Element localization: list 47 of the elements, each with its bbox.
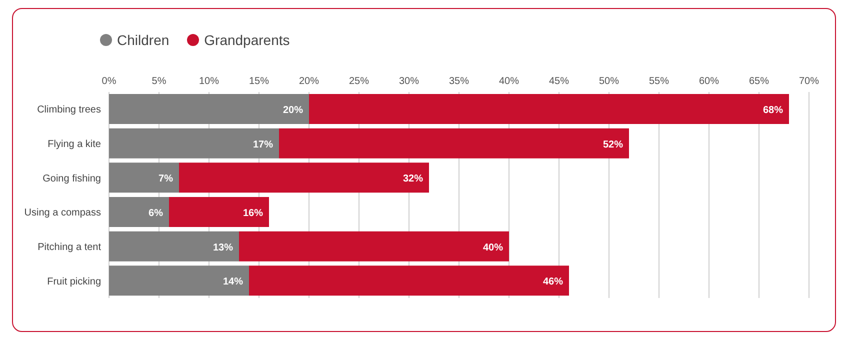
x-tick-label: 30% — [398, 76, 420, 87]
x-tick-label: 25% — [348, 76, 370, 87]
bar — [109, 128, 279, 158]
bar — [109, 266, 249, 296]
bar — [109, 162, 179, 193]
x-tick-label: 60% — [698, 76, 720, 87]
y-tick-label: Using a compass — [24, 208, 101, 219]
x-tick-label: 50% — [598, 76, 620, 87]
x-tick-label: 35% — [448, 76, 470, 87]
y-tick-label: Flying a kite — [48, 139, 102, 150]
data-label: 14% — [222, 276, 244, 288]
total-label: 32% — [402, 174, 424, 185]
data-label: 13% — [212, 242, 234, 254]
legend-label: Children — [117, 32, 170, 48]
x-tick-label: 45% — [548, 76, 570, 87]
x-tick-label: 10% — [198, 76, 220, 87]
total-label: 16% — [242, 208, 264, 219]
bar — [169, 197, 269, 227]
y-tick-label: Going fishing — [42, 173, 101, 184]
bar — [249, 266, 569, 296]
bar — [239, 231, 509, 262]
data-label: 7% — [158, 174, 174, 185]
y-tick-label: Climbing trees — [37, 104, 101, 116]
data-label: 20% — [282, 105, 304, 116]
x-tick-label: 40% — [498, 76, 520, 87]
y-tick-label: Pitching a tent — [38, 242, 102, 254]
x-tick-label: 65% — [748, 76, 770, 87]
bar — [309, 94, 789, 124]
x-tick-label: 70% — [798, 76, 820, 87]
x-tick-label: 20% — [298, 76, 320, 87]
legend-label: Grandparents — [204, 32, 290, 48]
data-label: 6% — [148, 208, 164, 219]
total-label: 68% — [762, 105, 784, 116]
bar — [109, 197, 169, 227]
bar — [109, 231, 239, 262]
bar — [109, 94, 309, 124]
total-label: 52% — [602, 139, 624, 150]
total-label: 46% — [542, 276, 564, 288]
x-tick-label: 15% — [248, 76, 270, 87]
bar — [179, 162, 429, 193]
total-label: 40% — [482, 242, 504, 254]
x-tick-label: 5% — [152, 76, 166, 87]
x-tick-label: 55% — [648, 76, 670, 87]
y-tick-label: Fruit picking — [47, 276, 101, 288]
bar — [279, 128, 629, 158]
x-tick-label: 0% — [102, 76, 116, 87]
data-label: 17% — [252, 139, 274, 150]
